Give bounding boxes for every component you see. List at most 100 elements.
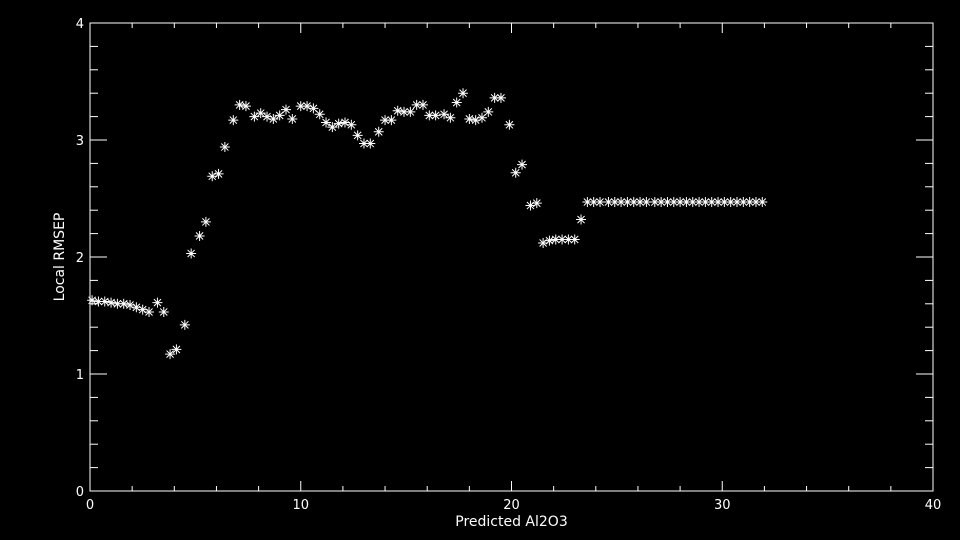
data-point [470,115,481,126]
y-tick-label: 3 [76,134,84,149]
data-point [118,298,129,309]
data-point [609,197,620,208]
data-point [386,115,397,126]
plot-frame [89,22,934,492]
y-tick-label: 2 [76,251,84,266]
data-point [641,197,652,208]
data-point [417,99,428,110]
data-point [719,197,730,208]
data-point [287,113,298,124]
data-point [668,197,679,208]
data-point [399,106,410,117]
data-point [228,115,239,126]
data-point [635,197,646,208]
data-point [662,197,673,208]
data-point [213,168,224,179]
data-point [392,105,403,116]
data-point [738,197,749,208]
data-point [622,197,633,208]
data-point [563,234,574,245]
data-point [588,197,599,208]
data-point [234,99,245,110]
data-point [194,230,205,241]
data-point [314,109,325,120]
data-point [106,297,117,308]
x-tick-label: 30 [714,498,731,513]
data-point [569,234,580,245]
data-point [262,111,273,122]
data-point [411,99,422,110]
tick-labels: 0 10 20 30 40 0 1 2 3 4 [76,17,942,513]
data-point [706,197,717,208]
data-point [219,142,230,153]
data-point [750,197,761,208]
data-point [732,197,743,208]
data-point [200,216,211,227]
data-point [616,197,627,208]
data-point [186,248,197,259]
data-point [255,108,266,119]
data-point [365,138,376,149]
data-point [544,235,555,246]
data-point [295,101,306,112]
x-axis-label: Predicted Al2O3 [455,514,567,530]
data-point [87,295,98,306]
data-point [656,197,667,208]
data-point [557,234,568,245]
data-point [137,304,148,315]
data-point [405,106,416,117]
data-point [582,197,593,208]
data-point [268,113,279,124]
x-tick-label: 10 [292,498,309,513]
data-point [439,109,450,120]
y-tick-label: 0 [76,485,84,500]
data-point [603,197,614,208]
data-point [302,101,313,112]
tick-marks [89,22,934,492]
data-point [495,92,506,103]
data-point [346,119,357,130]
data-point [158,306,169,317]
data-point [550,234,561,245]
data-point [445,112,456,123]
data-point [649,197,660,208]
data-point [489,92,500,103]
data-point [458,88,469,99]
data-point [694,197,705,208]
data-point [358,138,369,149]
data-point [373,126,384,137]
data-point [628,197,639,208]
data-point [352,130,363,141]
data-point [93,296,104,307]
data-point [380,115,391,126]
data-point [171,344,182,355]
y-tick-label: 1 [76,368,84,383]
data-point [308,103,319,114]
data-point [165,349,176,360]
data-point [451,97,462,108]
x-tick-label: 40 [925,498,942,513]
data-point [340,117,351,128]
data-point [510,167,521,178]
y-axis-label: Local RMSEP [52,213,68,302]
data-point [99,296,110,307]
data-point [517,159,528,170]
data-point [725,197,736,208]
data-point [476,112,487,123]
data-point [483,106,494,117]
data-point [744,197,755,208]
data-point [424,110,435,121]
data-point [675,197,686,208]
data-point [430,110,441,121]
data-point [687,197,698,208]
data-point [152,297,163,308]
data-point [757,197,768,208]
data-point [504,119,515,130]
data-point [144,306,155,317]
x-tick-label: 0 [86,498,94,513]
data-point [538,237,549,248]
data-point [595,197,606,208]
data-point [280,104,291,115]
data-point [464,113,475,124]
